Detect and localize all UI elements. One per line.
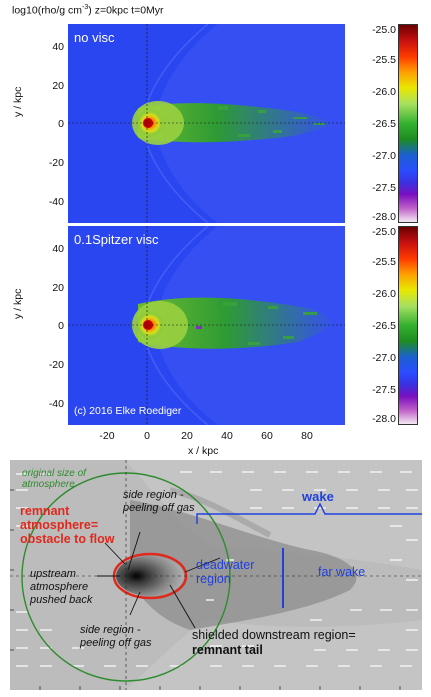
- x-tick: 20: [181, 430, 193, 442]
- colorbar-tick: -25.5: [372, 54, 396, 66]
- colorbar-tick: -27.5: [372, 182, 396, 194]
- wake-label: wake: [302, 489, 334, 504]
- density-panel-no-visc: no visc: [68, 24, 345, 223]
- x-tick: 80: [301, 430, 313, 442]
- colorbar-tick: -27.0: [372, 150, 396, 162]
- side-region-top-label: side region - peeling off gas: [123, 489, 195, 514]
- deadwater-label: deadwater region: [196, 558, 255, 586]
- schematic-drawing: [10, 460, 422, 690]
- y-tick: -20: [48, 157, 64, 169]
- far-wake-label: far wake: [318, 565, 366, 579]
- original-size-label: original size of atmosphere: [22, 468, 86, 490]
- colorbar-tick: -27.0: [372, 352, 396, 364]
- side-region-bottom-label: side region - peeling off gas: [80, 624, 152, 649]
- panel-label: 0.1Spitzer visc: [74, 232, 159, 247]
- y-tick: 0: [58, 118, 64, 130]
- y-tick: 20: [52, 282, 64, 294]
- colorbar-tick: -26.0: [372, 288, 396, 300]
- upstream-label: upstream atmosphere pushed back: [30, 568, 93, 606]
- y-tick: -20: [48, 359, 64, 371]
- y-axis-label: y / kpc: [12, 86, 24, 117]
- y-tick: 20: [52, 80, 64, 92]
- colorbar-tick: -26.5: [372, 320, 396, 332]
- y-axis-label: y / kpc: [12, 288, 24, 319]
- colorbar-tick: -28.0: [372, 211, 396, 223]
- panel-label: no visc: [74, 30, 115, 45]
- x-tick: 40: [221, 430, 233, 442]
- colorbar: [398, 226, 418, 425]
- y-tick: 40: [52, 41, 64, 53]
- y-tick: 0: [58, 320, 64, 332]
- remnant-atmosphere-label: remnant atmosphere= obstacle to flow: [20, 504, 115, 546]
- colorbar-tick: -26.5: [372, 118, 396, 130]
- colorbar-tick: -25.0: [372, 226, 396, 238]
- x-tick: -20: [99, 430, 115, 442]
- figure-title: log10(rho/g cm-3) z=0kpc t=0Myr: [12, 4, 164, 17]
- y-tick: 40: [52, 243, 64, 255]
- density-panel-spitzer-visc: 0.1Spitzer visc (c) 2016 Elke Roediger: [68, 226, 345, 425]
- density-map: [68, 24, 345, 223]
- colorbar-tick: -25.5: [372, 256, 396, 268]
- y-tick: -40: [48, 398, 64, 410]
- colorbar-tick: -25.0: [372, 24, 396, 36]
- x-tick: 0: [144, 430, 150, 442]
- x-tick: 60: [261, 430, 273, 442]
- x-axis-label: x / kpc: [188, 445, 219, 457]
- colorbar: [398, 24, 418, 223]
- colorbar-tick: -26.0: [372, 86, 396, 98]
- y-tick: -40: [48, 196, 64, 208]
- flow-schematic: original size of atmosphere remnant atmo…: [10, 460, 422, 690]
- shielded-region-label: shielded downstream region= remnant tail: [192, 628, 356, 657]
- colorbar-tick: -28.0: [372, 413, 396, 425]
- density-map: [68, 226, 345, 425]
- colorbar-tick: -27.5: [372, 384, 396, 396]
- copyright-text: (c) 2016 Elke Roediger: [74, 405, 182, 417]
